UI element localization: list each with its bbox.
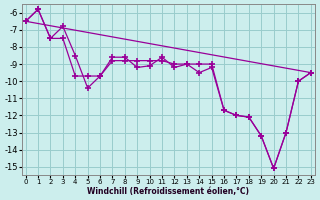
X-axis label: Windchill (Refroidissement éolien,°C): Windchill (Refroidissement éolien,°C) [87, 187, 249, 196]
